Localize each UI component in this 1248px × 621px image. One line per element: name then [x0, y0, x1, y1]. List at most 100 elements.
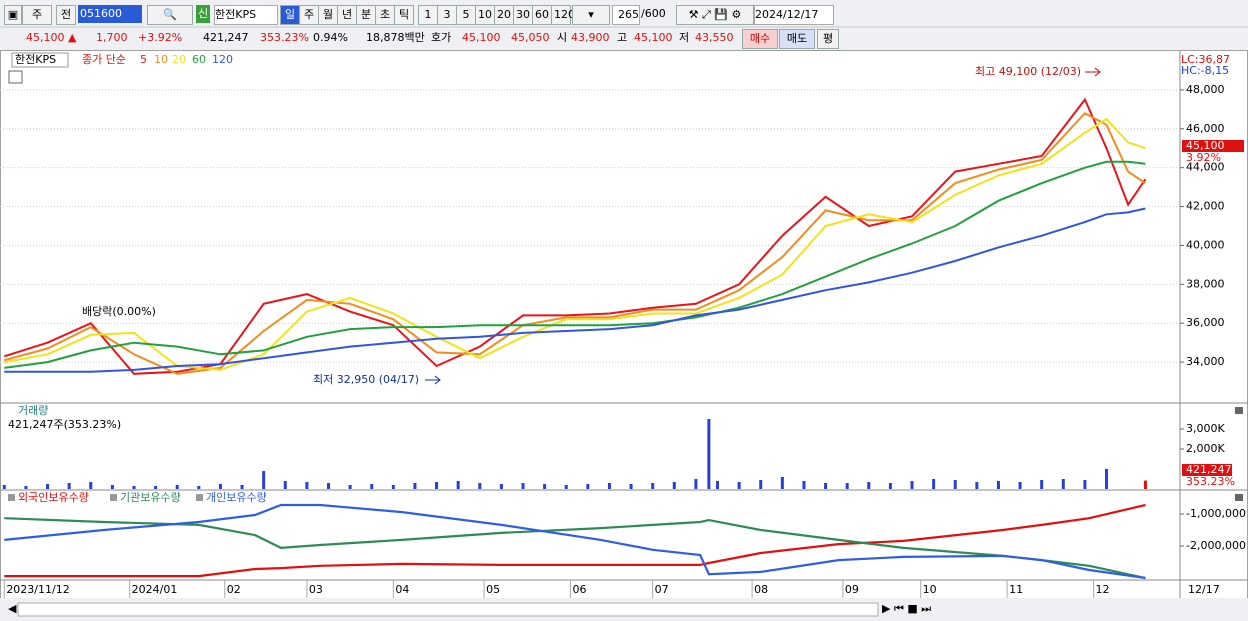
legend-entry: 10 [154, 53, 168, 66]
interval-button[interactable]: 주 [299, 5, 319, 25]
bid-label: 호가 [431, 31, 452, 44]
annotation-low: 최저 32,950 (04/17) [313, 373, 419, 386]
x-tick-label: 09 [845, 583, 859, 596]
credit-badge: 신 [196, 5, 210, 23]
interval-button[interactable]: 년 [337, 5, 357, 25]
interval-button[interactable]: 60 [532, 5, 552, 25]
y-tick-label: 46,000 [1186, 122, 1225, 135]
stock-name[interactable]: 한전KPS [214, 5, 278, 25]
buy-button[interactable]: 매수 [742, 29, 778, 49]
x-tick-label: 03 [309, 583, 323, 596]
interval-button[interactable]: 월 [318, 5, 338, 25]
volume-bar [543, 484, 547, 489]
interval-button[interactable]: 초 [375, 5, 395, 25]
table-icon[interactable] [8, 70, 23, 84]
series-line [4, 160, 1146, 369]
scroll-left[interactable]: ◀ [8, 602, 17, 615]
x-tick-label: 10 [923, 583, 937, 596]
open: 43,900 [571, 31, 610, 44]
panel-close[interactable] [1235, 407, 1243, 414]
interval-button[interactable]: 30 [513, 5, 533, 25]
volume-box-pct: 353.23% [1186, 475, 1235, 488]
x-tick-label: 2024/01 [132, 583, 178, 596]
volume-bar [1040, 480, 1044, 489]
interval-button[interactable]: 1 [418, 5, 438, 25]
interval-button[interactable]: 20 [494, 5, 514, 25]
interval-button[interactable]: 120 [551, 5, 575, 25]
low: 43,550 [695, 31, 734, 44]
legend-entry: 60 [192, 53, 206, 66]
code-input[interactable]: 051600 [78, 5, 142, 23]
volume-bar [802, 481, 806, 489]
turnover: 0.94% [313, 31, 348, 44]
name-box [11, 52, 69, 68]
volume-bar [1105, 469, 1109, 489]
volume-bar [1018, 482, 1022, 489]
panel-close[interactable] [1235, 494, 1243, 501]
volume-bar [629, 484, 633, 489]
sell-button[interactable]: 매도 [779, 29, 815, 49]
change: 1,700 [96, 31, 128, 44]
interval-button[interactable]: 5 [456, 5, 476, 25]
lc-label: LC:36,87 [1181, 53, 1230, 66]
dropdown[interactable]: ▾ [572, 5, 610, 25]
x-end-label: 12/17 [1188, 583, 1220, 596]
y-tick-label: 42,000 [1186, 200, 1225, 213]
volume-bar [413, 483, 417, 489]
price-box [1182, 140, 1244, 152]
date-input[interactable]: 2024/12/17 [754, 5, 834, 25]
annotation-dividend: 배당락(0.00%) [82, 305, 156, 318]
interval-button[interactable]: 3 [437, 5, 457, 25]
volume-bar [716, 481, 720, 489]
volume-bar [953, 480, 957, 489]
period-select[interactable]: 주 [22, 5, 52, 25]
volume-bar [478, 483, 482, 489]
tool-icons[interactable]: ⚒ ⤢ 💾 ⚙ [676, 5, 754, 25]
count-input[interactable]: 265 [612, 5, 640, 25]
volume-bar [456, 481, 460, 489]
volume-bar [867, 482, 871, 489]
volume-bar [564, 485, 568, 489]
volume-bar [737, 482, 741, 489]
chart-title: 한전KPS [15, 53, 56, 66]
x-tick-label: 06 [573, 583, 587, 596]
high-label: 고 [617, 31, 628, 44]
hc-label: HC:-8,15 [1181, 64, 1229, 77]
arrow [1085, 67, 1101, 77]
volume-box-label: 421,247 [1186, 463, 1232, 476]
interval-button[interactable]: 분 [356, 5, 376, 25]
volume-bar [759, 480, 763, 489]
interval-button[interactable]: 틱 [394, 5, 414, 25]
volume-bar [888, 483, 892, 489]
open-label: 시 [557, 31, 568, 44]
volume-bar [218, 484, 222, 489]
volume-bar [240, 485, 244, 489]
legend-prefix: 종가 단순 [82, 53, 126, 66]
menu-icon[interactable]: ▣ [4, 5, 22, 25]
scrollbar[interactable] [17, 602, 879, 617]
volume-bar [370, 484, 374, 489]
scroll-controls[interactable]: ▶ ⏮ ■ ⏭ [882, 602, 931, 615]
prev-button[interactable]: 전 [56, 5, 76, 25]
y-tick-label: 38,000 [1186, 277, 1225, 290]
avg-button[interactable]: 평 [817, 29, 839, 49]
legend-entry: 20 [172, 53, 186, 66]
volume-title: 거래량 [18, 404, 48, 417]
max-count: /600 [641, 7, 666, 20]
volume: 421,247 [203, 31, 249, 44]
x-tick-label: 12 [1096, 583, 1110, 596]
x-tick-label: 2023/11/12 [6, 583, 69, 596]
y-tick-label: 2,000K [1186, 442, 1225, 455]
volume-bar [154, 486, 158, 489]
series-line [4, 111, 1146, 375]
volume-bar [1061, 479, 1065, 489]
series-line [4, 503, 1146, 578]
price: 45,100 [26, 31, 65, 44]
y-tick-label: 40,000 [1186, 238, 1225, 251]
interval-button[interactable]: 10 [475, 5, 495, 25]
search-icons[interactable]: 🔍 [147, 5, 193, 25]
y-tick-label: 3,000K [1186, 422, 1225, 435]
y-tick-label: 34,000 [1186, 355, 1225, 368]
interval-button[interactable]: 일 [280, 5, 300, 25]
